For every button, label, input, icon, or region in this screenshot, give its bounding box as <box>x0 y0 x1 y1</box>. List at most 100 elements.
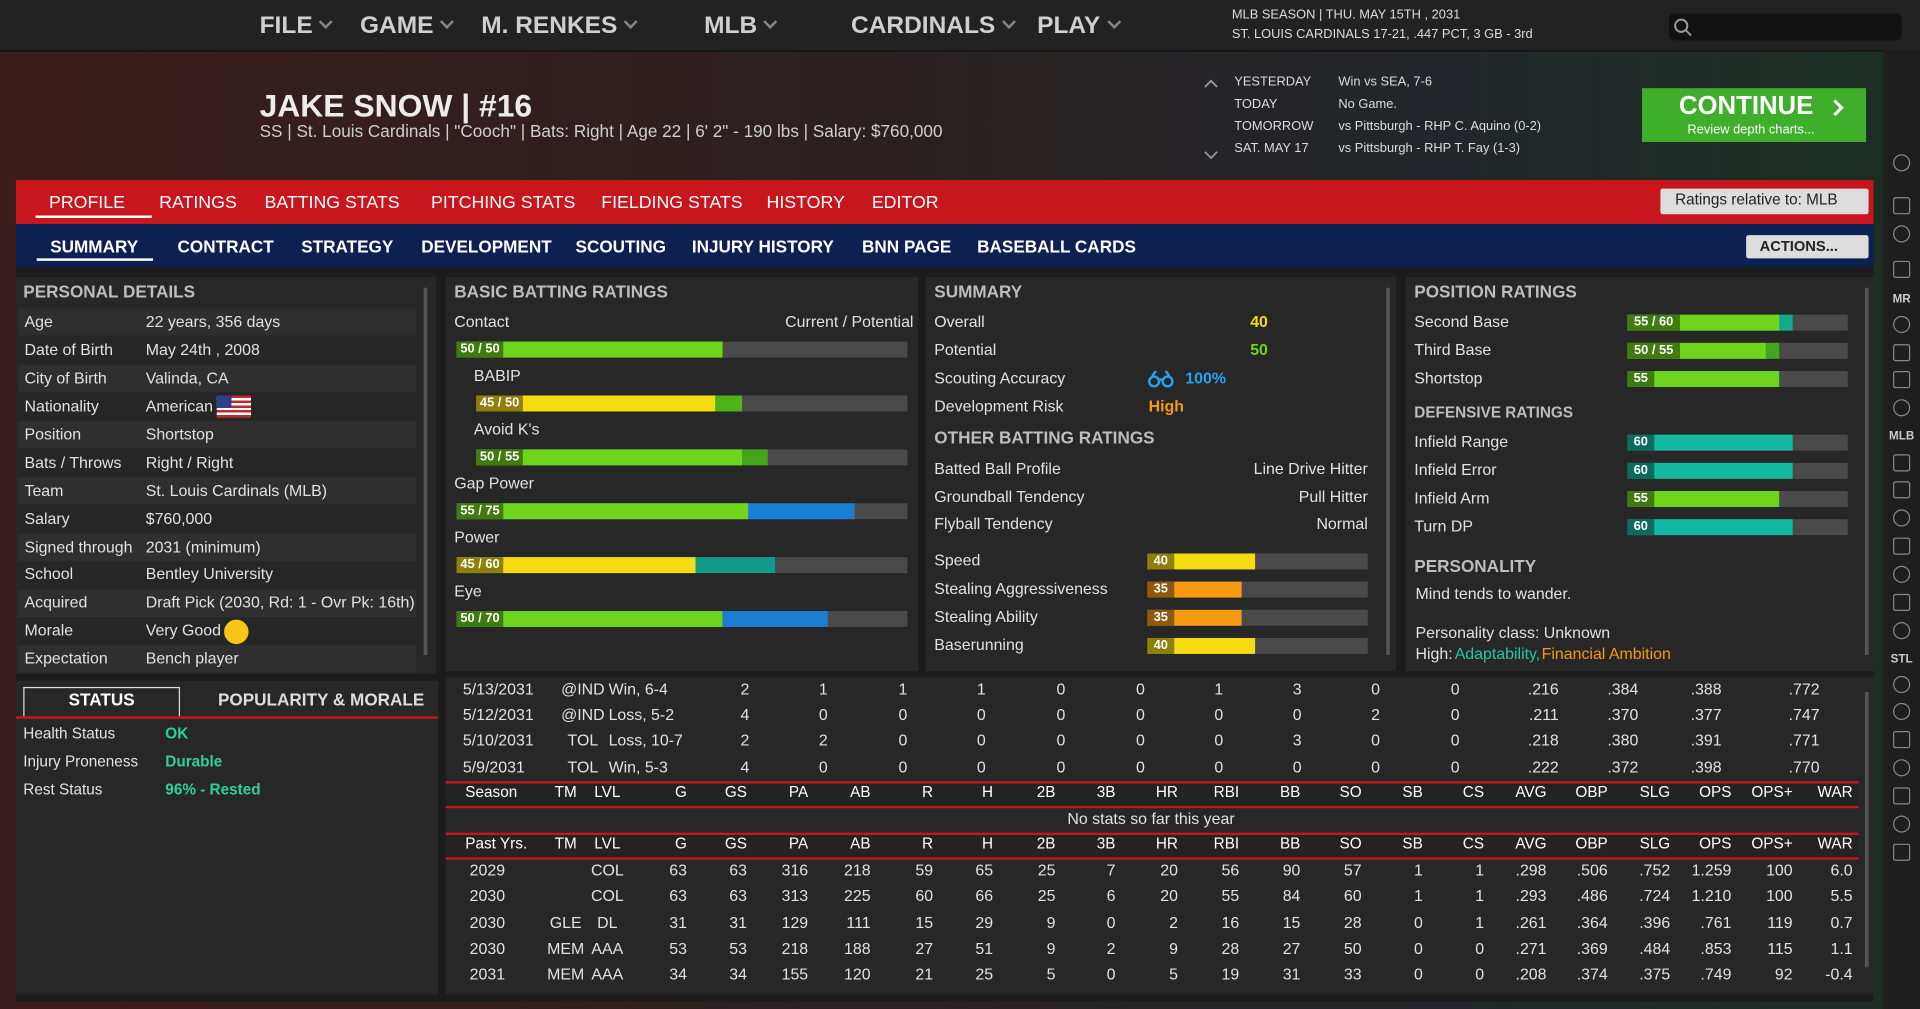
sidebar-icon[interactable] <box>1893 454 1911 472</box>
ratings-dropdown[interactable] <box>1660 188 1869 215</box>
actions-label[interactable]: ACTIONS... <box>1759 237 1838 255</box>
sidebar-icon[interactable] <box>1893 593 1911 612</box>
table-cell: 34 <box>669 965 687 984</box>
bar <box>1627 342 1766 359</box>
actions-button[interactable] <box>1746 235 1869 259</box>
tab[interactable]: FIELDING STATS <box>601 193 743 213</box>
sidebar-icon[interactable] <box>1893 815 1911 833</box>
tab[interactable]: RATINGS <box>159 193 237 213</box>
table-cell: TOL <box>567 757 599 776</box>
scrollbar <box>423 287 428 656</box>
sidebar-icon[interactable] <box>1893 315 1911 334</box>
menu-item[interactable]: CARDINALS <box>851 9 1014 43</box>
detail-label: Date of Birth <box>24 340 113 359</box>
bar <box>456 341 722 357</box>
row-bg <box>18 561 417 589</box>
flag-canton <box>216 395 232 408</box>
sidebar-icon[interactable] <box>1893 759 1911 777</box>
sidebar-icon[interactable] <box>1893 843 1911 861</box>
status-value: Durable <box>165 753 223 771</box>
sidebar-icon[interactable] <box>1893 731 1911 749</box>
sidebar-icon[interactable] <box>1893 537 1911 555</box>
sidebar-label: MR <box>1892 293 1911 307</box>
table-cell: 20 <box>1160 886 1178 906</box>
sidebar-icon[interactable] <box>1893 371 1911 389</box>
subtab[interactable]: SUMMARY <box>50 236 139 257</box>
dropdown-label[interactable]: Ratings relative to: MLB <box>1675 191 1838 209</box>
table-rule <box>445 781 1859 784</box>
bar-label: 45 / 60 <box>460 556 500 572</box>
sidebar-icon[interactable] <box>1893 675 1911 694</box>
subtab[interactable]: SCOUTING <box>575 236 666 257</box>
header-bg <box>445 783 1859 806</box>
table-cell: 5.5 <box>1830 886 1853 906</box>
continue-label[interactable]: CONTINUE <box>1678 92 1814 121</box>
table-cell: 0 <box>1450 705 1460 724</box>
table-cell: 53 <box>669 938 687 958</box>
table-cell: 28 <box>1221 938 1240 958</box>
summary-value: 50 <box>1250 340 1268 359</box>
table-cell: .293 <box>1515 886 1547 906</box>
sidebar-icon[interactable] <box>1893 481 1911 499</box>
subtab[interactable]: BNN PAGE <box>862 236 952 257</box>
bar-label: 55 <box>1633 490 1648 506</box>
status-tab[interactable]: STATUS <box>68 689 135 710</box>
sidebar-icon[interactable] <box>1893 787 1911 805</box>
table-cell: .271 <box>1515 938 1547 958</box>
subtab[interactable]: DEVELOPMENT <box>421 236 552 257</box>
sidebar-icon[interactable] <box>1893 399 1911 417</box>
table-cell: 20 <box>1160 860 1178 880</box>
row-bg <box>18 364 417 392</box>
tab[interactable]: PROFILE <box>48 193 125 213</box>
sidebar-icon[interactable] <box>1893 702 1911 721</box>
sidebar-icon[interactable] <box>1893 344 1911 362</box>
section-title: PERSONAL DETAILS <box>23 281 196 302</box>
sidebar-icon[interactable] <box>1893 509 1911 527</box>
tab[interactable]: BATTING STATS <box>264 193 400 213</box>
menu-item[interactable]: MLB <box>704 9 775 43</box>
sidebar-icon[interactable] <box>1893 154 1911 172</box>
rating-name: Power <box>454 527 500 547</box>
sidebar-icon[interactable] <box>1893 197 1911 215</box>
table-cell: 2 <box>1371 705 1381 724</box>
table-cell: 57 <box>1343 860 1362 880</box>
bar <box>1147 609 1242 626</box>
column-header: SO <box>1339 783 1362 802</box>
arrow-icon <box>1833 99 1844 117</box>
status-tab[interactable]: POPULARITY & MORALE <box>217 689 425 710</box>
tab[interactable]: HISTORY <box>766 193 845 213</box>
menu-item[interactable]: PLAY <box>1037 9 1118 43</box>
table-cell: 25 <box>1037 886 1056 906</box>
subtab[interactable]: INJURY HISTORY <box>691 236 834 257</box>
table-cell: 0 <box>1214 757 1224 776</box>
continue-button[interactable] <box>1642 88 1867 143</box>
sidebar-icon[interactable] <box>1893 225 1911 243</box>
subtab[interactable]: STRATEGY <box>301 236 394 257</box>
menu-item[interactable]: M. RENKES <box>481 9 635 43</box>
table-cell: .752 <box>1639 860 1671 880</box>
table-cell: 55 <box>1221 886 1240 906</box>
rating-name: Gap Power <box>454 473 534 493</box>
table-cell: .375 <box>1639 965 1671 984</box>
sidebar-icon[interactable] <box>1893 565 1911 583</box>
sidebar-icon[interactable] <box>1893 622 1911 640</box>
subtab[interactable]: BASEBALL CARDS <box>977 236 1136 257</box>
bar <box>476 394 715 411</box>
sidebar-icon[interactable] <box>1893 260 1911 278</box>
table-cell: 19 <box>1221 965 1240 984</box>
tab[interactable]: PITCHING STATS <box>431 193 576 213</box>
search-box[interactable] <box>1668 13 1902 41</box>
table-cell: 1 <box>1413 886 1423 906</box>
table-cell: 155 <box>781 965 809 984</box>
bar <box>1627 518 1793 535</box>
subtab[interactable]: CONTRACT <box>177 236 274 257</box>
tab[interactable]: EDITOR <box>871 193 939 213</box>
menu-item[interactable]: GAME <box>360 9 452 43</box>
bar-label: 50 / 70 <box>460 610 500 626</box>
table-cell: AAA <box>591 938 624 958</box>
bar <box>456 610 722 627</box>
menu-item[interactable]: FILE <box>260 9 331 43</box>
position-name: Third Base <box>1414 340 1492 359</box>
detail-value: St. Louis Cardinals (MLB) <box>145 480 328 500</box>
bar-label-box <box>456 341 504 357</box>
